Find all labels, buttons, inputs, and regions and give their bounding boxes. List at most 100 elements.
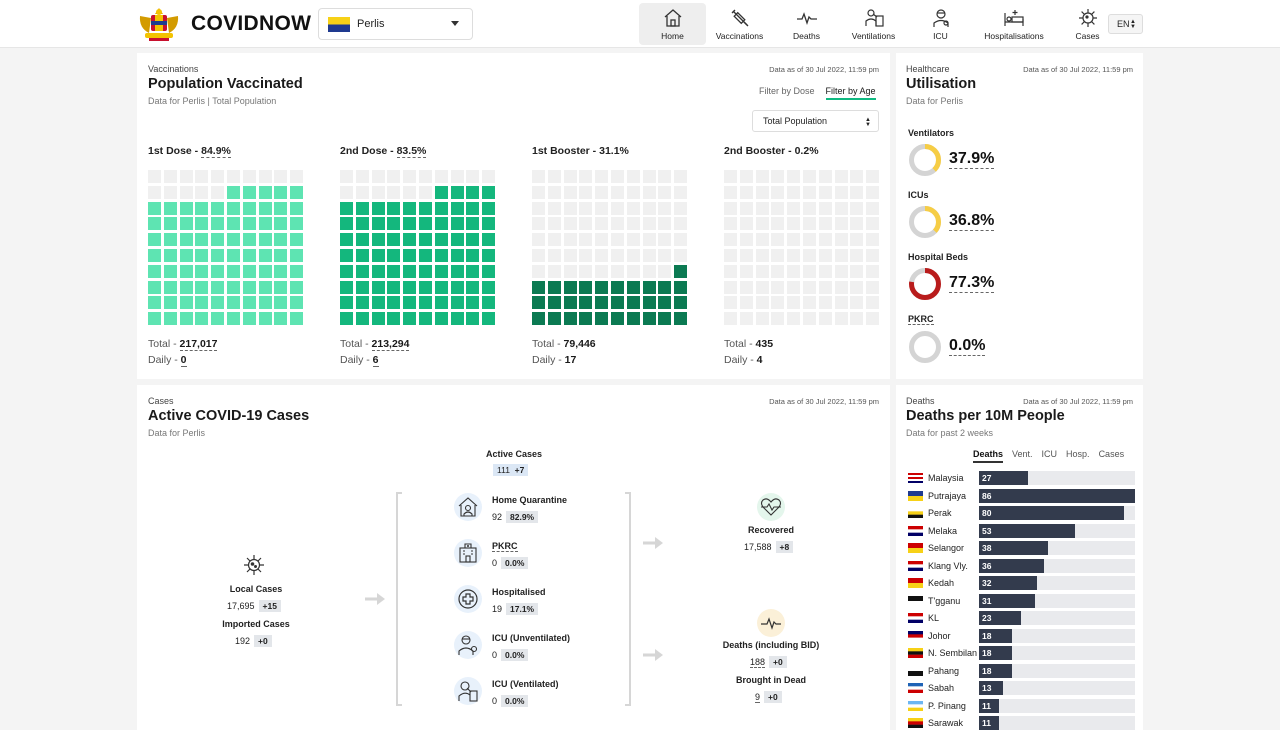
main-navigation: Home Vaccinations Deaths Ventilations IC…	[639, 3, 1121, 45]
filter-tabs: Filter by Dose Filter by Age	[759, 86, 876, 100]
bar-row[interactable]: Klang Vly. 36	[908, 558, 1140, 573]
nav-home[interactable]: Home	[639, 3, 706, 45]
waffle-cell	[387, 217, 401, 231]
nav-ventilations[interactable]: Ventilations	[840, 3, 907, 45]
state-select[interactable]: Perlis	[318, 8, 473, 40]
waffle-cell	[818, 280, 832, 294]
waffle-cell	[642, 248, 656, 262]
nav-hospitalisations[interactable]: Hospitalisations	[974, 3, 1054, 45]
waffle-cell	[532, 248, 545, 262]
waffle-cell	[642, 233, 656, 247]
nav-vaccinations[interactable]: Vaccinations	[706, 3, 773, 45]
waffle-cell	[258, 233, 272, 247]
bar-row[interactable]: N. Sembilan 18	[908, 646, 1140, 660]
waffle-cell	[834, 233, 848, 247]
bar-row[interactable]: Johor 18	[908, 628, 1140, 643]
waffle-cell	[818, 296, 832, 310]
pkrc-label[interactable]: PKRC	[492, 541, 518, 552]
util-value-icus[interactable]: 36.8%	[949, 212, 995, 231]
bar-row[interactable]: Perak 80	[908, 506, 1140, 520]
bar-row[interactable]: Selangor 38	[908, 541, 1140, 555]
card-subtitle: Data for Perlis	[906, 96, 964, 106]
bar-row[interactable]: Sabah 13	[908, 681, 1140, 695]
bar-row[interactable]: T'gganu 31	[908, 593, 1140, 608]
nav-deaths[interactable]: Deaths	[773, 3, 840, 45]
bar-track: 11	[979, 716, 1135, 730]
waffle-cell	[371, 217, 385, 231]
bar-value-label: 18	[982, 630, 992, 641]
bar-value-label: 38	[982, 543, 992, 553]
tab-hosp[interactable]: Hosp.	[1066, 449, 1090, 459]
waffle-cell	[258, 312, 272, 326]
waffle-cell	[290, 296, 304, 310]
waffle-cell	[642, 280, 656, 294]
tab-deaths[interactable]: Deaths	[973, 449, 1004, 463]
bar-row[interactable]: Melaka 53	[908, 523, 1140, 538]
bar-row[interactable]: Kedah 32	[908, 576, 1140, 590]
waffle-chart	[532, 170, 688, 326]
waffle-cell	[674, 201, 688, 215]
util-value-hospital-beds[interactable]: 77.3%	[949, 274, 995, 293]
waffle-cell	[563, 312, 577, 326]
waffle-cell	[274, 185, 288, 199]
waffle-cell	[579, 185, 593, 199]
waffle-cell	[787, 233, 801, 247]
waffle-cell	[226, 248, 240, 262]
waffle-cell	[274, 280, 288, 294]
tab-icu[interactable]: ICU	[1041, 449, 1058, 459]
active-cases-label: Active Cases	[485, 449, 543, 459]
waffle-cell	[195, 201, 209, 215]
bar	[979, 593, 1036, 608]
dose-percent[interactable]: 83.5%	[396, 145, 427, 158]
waffle-cell	[482, 233, 496, 247]
waffle-cell	[148, 170, 161, 183]
waffle-cell	[195, 280, 209, 294]
sort-arrows-icon: ▲ ▼	[865, 117, 871, 128]
bar-row[interactable]: Putrajaya 86	[908, 488, 1140, 503]
waffle-cell	[771, 217, 785, 231]
waffle-cell	[850, 233, 864, 247]
waffle-cell	[850, 170, 864, 183]
nav-icu[interactable]: ICU	[907, 3, 974, 45]
waffle-cell	[466, 185, 480, 199]
waffle-cell	[163, 296, 177, 310]
tab-vent[interactable]: Vent.	[1012, 449, 1033, 459]
waffle-cell	[163, 280, 177, 294]
waffle-cell	[387, 280, 401, 294]
waffle-cell	[724, 264, 737, 278]
waffle-cell	[787, 201, 801, 215]
bar-row[interactable]: Pahang 18	[908, 663, 1140, 678]
waffle-cell	[340, 201, 353, 215]
util-label-pkrc[interactable]: PKRC	[908, 314, 934, 325]
util-value-pkrc[interactable]: 0.0%	[949, 337, 986, 356]
waffle-cell	[532, 170, 545, 183]
bar-value-label: 32	[982, 578, 992, 588]
coat-of-arms-logo[interactable]	[137, 6, 181, 42]
flag-stripe	[908, 543, 923, 549]
waffle-cell	[466, 280, 480, 294]
waffle-cell	[771, 185, 785, 199]
util-label-icus: ICUs	[908, 190, 929, 200]
flag-stripe	[908, 613, 923, 617]
waffle-cell	[418, 185, 432, 199]
bar-row[interactable]: Sarawak 11	[908, 716, 1140, 730]
brand-title[interactable]: COVIDNOW	[191, 12, 312, 35]
nav-cases[interactable]: Cases	[1054, 3, 1121, 45]
bar-row[interactable]: Malaysia 27	[908, 471, 1140, 485]
waffle-cell	[787, 312, 801, 326]
language-select[interactable]: EN ▲ ▼	[1108, 14, 1143, 34]
bar-row[interactable]: P. Pinang 11	[908, 698, 1140, 713]
tab-cases[interactable]: Cases	[1098, 449, 1125, 459]
waffle-cell	[579, 264, 593, 278]
bar-row[interactable]: KL 23	[908, 611, 1140, 625]
waffle-cell	[450, 248, 464, 262]
waffle-cell	[226, 296, 240, 310]
util-value-ventilators[interactable]: 37.9%	[949, 150, 995, 169]
dose-percent[interactable]: 84.9%	[201, 145, 231, 158]
population-select[interactable]: Total Population ▲ ▼	[752, 110, 879, 132]
brought-in-dead-label: Brought in Dead	[736, 675, 806, 685]
filter-by-age-tab[interactable]: Filter by Age	[825, 86, 876, 100]
waffle-cell	[771, 280, 785, 294]
filter-by-dose-tab[interactable]: Filter by Dose	[759, 86, 815, 96]
waffle-cell	[274, 201, 288, 215]
